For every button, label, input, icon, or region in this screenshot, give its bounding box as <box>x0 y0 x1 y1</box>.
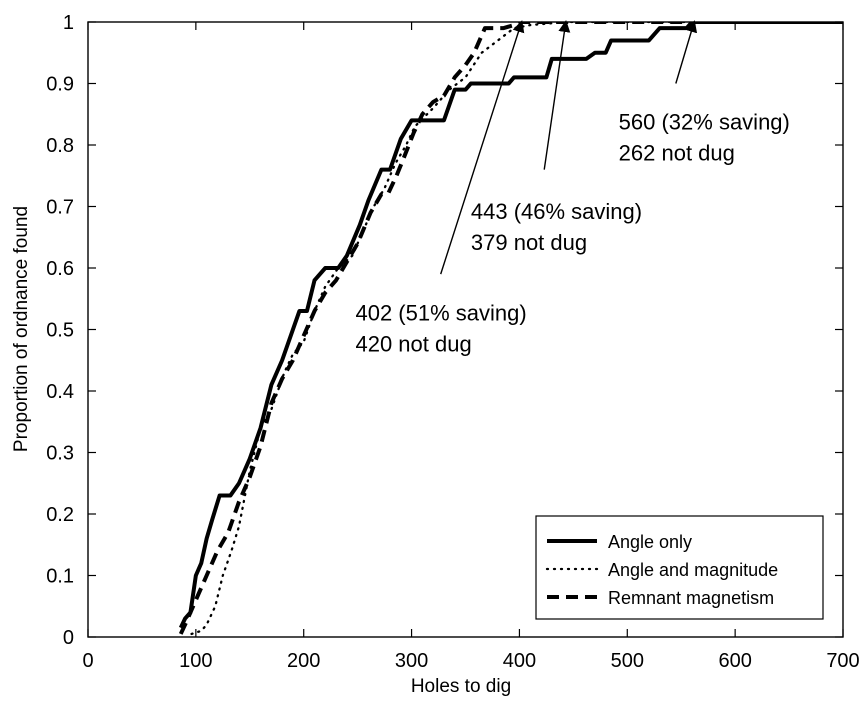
y-tick-label-10: 1 <box>63 12 74 34</box>
y-tick-label-5: 0.5 <box>46 320 74 342</box>
annotation-text-0-line-0: 402 (51% saving) <box>355 300 526 325</box>
y-tick-label-7: 0.7 <box>46 197 74 219</box>
legend-label-remnant-magnetism: Remnant magnetism <box>608 588 774 608</box>
series-line-angle-only <box>178 22 843 629</box>
x-tick-label-0: 0 <box>82 650 93 672</box>
x-axis-title: Holes to dig <box>411 676 511 696</box>
y-tick-label-9: 0.9 <box>46 74 74 96</box>
annotation-text-2-line-0: 560 (32% saving) <box>619 110 790 135</box>
x-tick-label-6: 600 <box>718 650 751 672</box>
y-tick-label-2: 0.2 <box>46 504 74 526</box>
y-tick-label-3: 0.3 <box>46 443 74 465</box>
x-tick-label-2: 200 <box>287 650 320 672</box>
y-tick-label-6: 0.6 <box>46 258 74 280</box>
x-tick-label-7: 700 <box>826 650 859 672</box>
y-axis-title: Proportion of ordnance found <box>11 206 32 452</box>
x-tick-label-1: 100 <box>179 650 212 672</box>
y-tick-label-1: 0.1 <box>46 566 74 588</box>
annotation-arrow-0 <box>440 20 525 275</box>
y-tick-label-0: 0 <box>63 627 74 649</box>
y-tick-label-8: 0.8 <box>46 135 74 157</box>
x-tick-label-4: 400 <box>503 650 536 672</box>
legend-label-angle-and-magnitude: Angle and magnitude <box>608 560 778 580</box>
annotation-arrow-1 <box>543 20 571 170</box>
y-tick-label-4: 0.4 <box>46 381 74 403</box>
legend: Angle only Angle and magnitude Remnant m… <box>535 515 824 620</box>
x-tick-label-5: 500 <box>611 650 644 672</box>
series-line-remnant-magnetism <box>178 22 843 635</box>
annotation-text-1-line-1: 379 not dug <box>471 230 587 255</box>
annotation-text-1-line-0: 443 (46% saving) <box>471 199 642 224</box>
series-line-angle-and-magnitude <box>190 22 843 636</box>
annotation-arrow-2 <box>675 20 698 84</box>
legend-box <box>535 515 824 620</box>
annotation-text-0-line-1: 420 not dug <box>355 331 471 356</box>
legend-label-angle-only: Angle only <box>608 532 692 552</box>
annotation-text-2-line-1: 262 not dug <box>619 141 735 166</box>
x-tick-label-3: 300 <box>395 650 428 672</box>
